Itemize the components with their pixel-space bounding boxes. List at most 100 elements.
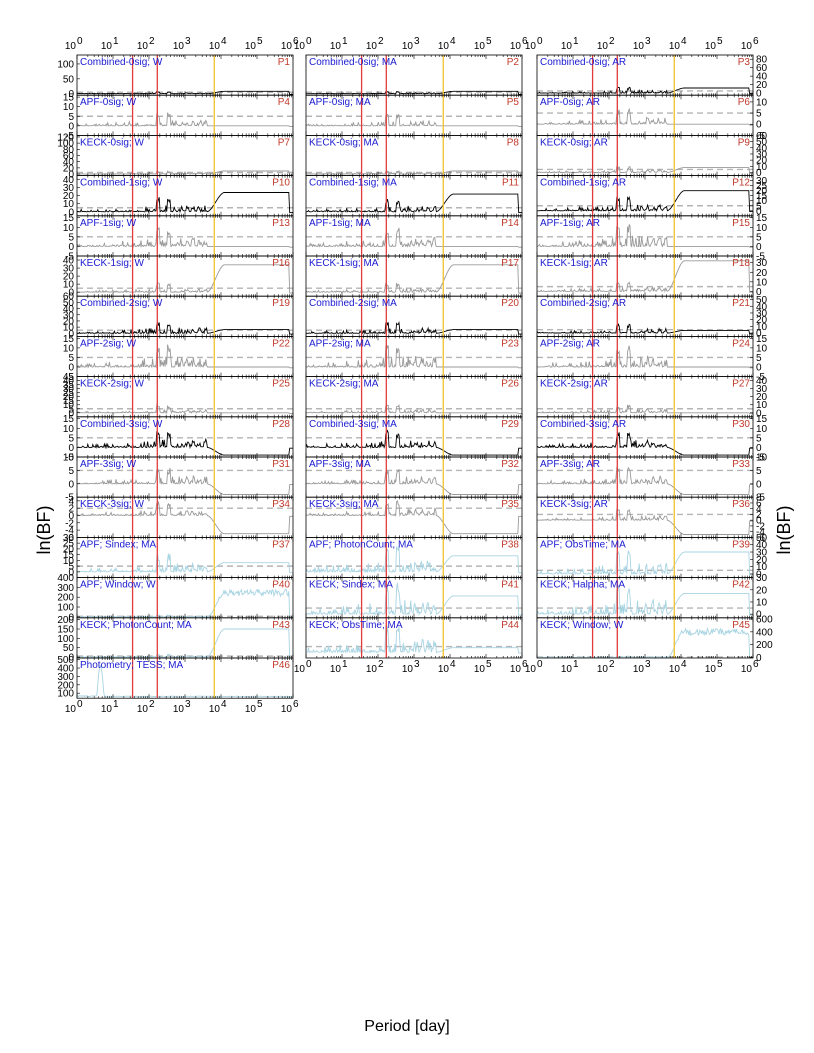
y-tick-label: 60	[756, 63, 768, 74]
panel-P23: APF-2sig; MA P23	[305, 335, 523, 377]
y-tick-label: 5	[756, 353, 762, 364]
bf-curve-P15	[537, 223, 753, 248]
y-tick-label: 5	[756, 232, 762, 243]
panel-P38: APF; PhotonCount; MA P38	[305, 537, 523, 579]
y-tick-label: 5	[756, 466, 762, 477]
y-tick-label: 10	[756, 196, 768, 207]
y-tick-label: 5	[68, 433, 74, 444]
y-tick-label: 0	[68, 443, 74, 454]
panel-id: P30	[732, 419, 750, 430]
bf-curve-P40	[77, 588, 293, 618]
y-tick-label: 20	[63, 544, 75, 555]
y-tick-label: 0	[68, 567, 74, 578]
panel-title: APF-0sig; AR	[540, 97, 600, 108]
y-tick-label: 20	[63, 316, 75, 327]
y-tick-label: 4	[756, 504, 762, 515]
y-tick-label: 40	[756, 302, 768, 313]
y-tick-label: 50	[756, 295, 768, 306]
y-tick-label: 50	[756, 533, 768, 544]
y-tick-label: 10	[63, 343, 75, 354]
y-tick-label: 40	[63, 256, 75, 267]
panel-id: P2	[507, 57, 520, 68]
y-tick-label: 10	[756, 562, 768, 573]
panel-plot-area	[306, 95, 522, 136]
panel-plot-area	[537, 95, 753, 136]
y-tick-label: 20	[756, 80, 768, 91]
bf-curve-P24	[537, 345, 753, 369]
y-tick-label: 5	[756, 433, 762, 444]
panel-id: P36	[732, 499, 750, 510]
y-tick-label: 40	[63, 304, 75, 315]
panel-id: P19	[272, 298, 290, 309]
panel-title: KECK-2sig; AR	[540, 379, 608, 390]
y-tick-label: -5	[65, 493, 74, 504]
panel-id: P8	[507, 137, 520, 148]
y-tick-label: 30	[63, 183, 75, 194]
panel-title: KECK-3sig; W	[80, 499, 144, 510]
y-tick-label: 0	[756, 363, 762, 374]
y-tick-label: 30	[756, 149, 768, 160]
y-tick-label: 20	[756, 555, 768, 566]
y-tick-label: 45	[63, 372, 75, 383]
y-tick-label: -6	[756, 533, 765, 544]
y-tick-label: -5	[65, 372, 74, 383]
y-tick-label: 50	[63, 298, 75, 309]
bf-curve-P32	[306, 468, 522, 495]
y-tick-label: 0	[68, 121, 74, 132]
y-tick-label: 10	[756, 322, 768, 333]
bf-curve-P12	[537, 190, 753, 213]
y-tick-label: 30	[756, 308, 768, 319]
y-tick-label: 20	[756, 186, 768, 197]
panel-id: P6	[738, 97, 751, 108]
y-tick-label: 0	[68, 408, 74, 419]
y-tick-label: 20	[756, 268, 768, 279]
y-tick-label: 10	[63, 453, 75, 464]
panel-title: APF-3sig; AR	[540, 459, 600, 470]
panel-id: P38	[501, 539, 519, 550]
panel-P32: APF-3sig; MA P32	[305, 456, 523, 498]
y-tick-label: 0	[756, 242, 762, 253]
y-tick-label: 15	[63, 213, 75, 224]
y-tick-label: 30	[756, 176, 768, 187]
panel-P26: KECK-2sig; MA P26	[305, 376, 523, 418]
y-tick-label: 10	[756, 343, 768, 354]
y-tick-label: 15	[756, 191, 768, 202]
bf-curve-P30	[537, 432, 753, 456]
panel-title: APF-1sig; AR	[540, 218, 600, 229]
panel-title: APF-0sig; MA	[309, 97, 371, 108]
panel-id: P31	[272, 459, 290, 470]
panel-plot-area	[537, 215, 753, 256]
y-tick-label: 25	[63, 388, 75, 399]
panel-title: KECK-1sig; MA	[309, 258, 379, 269]
panel-title: KECK-3sig; AR	[540, 499, 608, 510]
y-tick-label: 40	[756, 72, 768, 83]
y-tick-label: 20	[63, 163, 75, 174]
panel-plot-area	[77, 256, 293, 297]
y-tick-label: 0	[68, 89, 74, 100]
panel-P31: -5 0 5 10 APF-3sig; W P31	[63, 453, 294, 504]
y-tick-label: 0	[68, 511, 74, 522]
bf-curve-P16	[77, 264, 293, 294]
panel-id: P23	[501, 338, 519, 349]
panel-plot-area	[77, 95, 293, 136]
y-tick-label: 30	[756, 258, 768, 269]
y-tick-label: 35	[63, 380, 75, 391]
panel-id: P39	[732, 539, 750, 550]
y-tick-label: 10	[63, 280, 75, 291]
panel-title: Combined-3sig; MA	[309, 419, 397, 430]
bf-curve-P33	[537, 466, 753, 495]
panel-title: APF; Sindex; MA	[80, 539, 156, 550]
y-tick-label: 0	[68, 170, 74, 181]
